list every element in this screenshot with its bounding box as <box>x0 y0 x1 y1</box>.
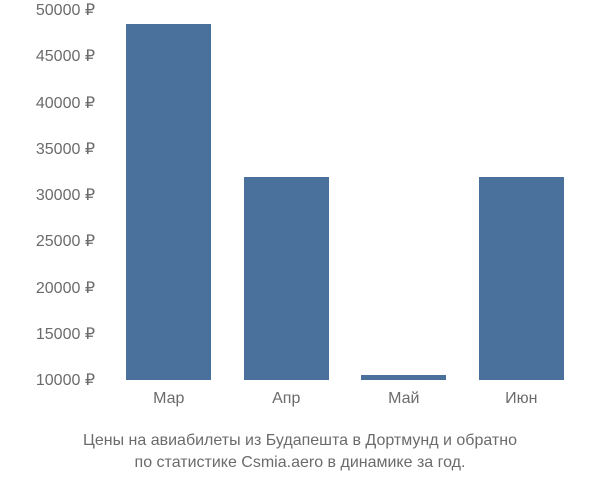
bar <box>244 177 329 381</box>
y-tick-label: 50000 ₽ <box>36 0 95 20</box>
y-tick-label: 30000 ₽ <box>36 185 95 205</box>
y-tick-label: 25000 ₽ <box>36 231 95 251</box>
x-tick-label: Апр <box>272 390 300 408</box>
chart-plot-area <box>110 10 580 380</box>
y-tick-label: 45000 ₽ <box>36 46 95 66</box>
y-tick-label: 10000 ₽ <box>36 370 95 390</box>
y-tick-label: 20000 ₽ <box>36 278 95 298</box>
x-axis: Мар Апр Май Июн <box>110 385 580 410</box>
caption-line1: Цены на авиабилеты из Будапешта в Дортму… <box>0 430 600 452</box>
x-tick-label: Май <box>388 390 419 408</box>
x-tick-label: Мар <box>153 390 184 408</box>
y-axis: 10000 ₽15000 ₽20000 ₽25000 ₽30000 ₽35000… <box>0 10 110 380</box>
y-tick-label: 15000 ₽ <box>36 324 95 344</box>
bar <box>126 24 211 380</box>
y-tick-label: 40000 ₽ <box>36 93 95 113</box>
bar <box>361 375 446 380</box>
bar <box>479 177 564 381</box>
bars-container <box>110 10 580 380</box>
x-tick-label: Июн <box>505 390 537 408</box>
caption-line2: по статистике Csmia.aero в динамике за г… <box>0 452 600 474</box>
y-tick-label: 35000 ₽ <box>36 139 95 159</box>
